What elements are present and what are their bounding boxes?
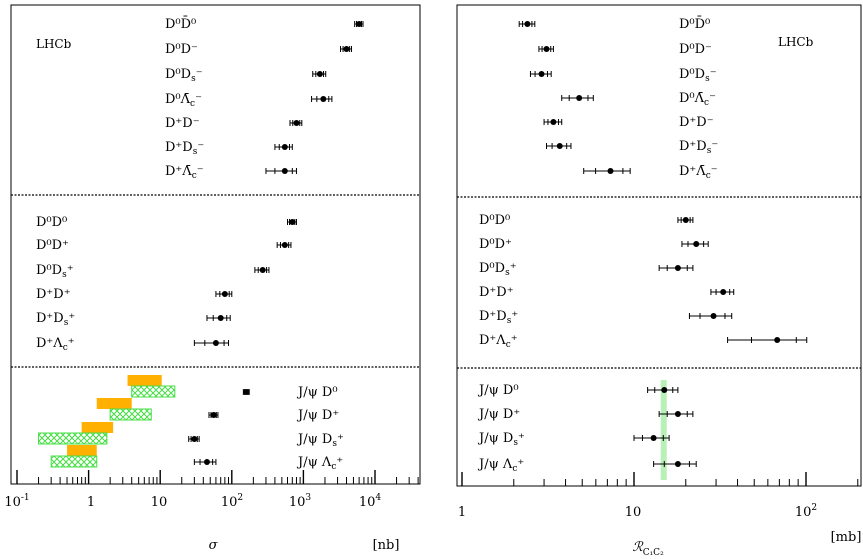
row-label: J/ψ D⁰ xyxy=(296,385,338,400)
prediction-band-green xyxy=(109,408,152,421)
data-point xyxy=(316,71,323,77)
prediction-band-green xyxy=(38,432,108,445)
row-label: D⁺Ds⁻ xyxy=(165,140,204,157)
data-point xyxy=(259,267,266,273)
row-label: J/ψ Λc⁺ xyxy=(477,457,524,474)
data-point xyxy=(550,119,557,125)
row-label: J/ψ D⁰ xyxy=(477,383,519,398)
row-label: J/ψ Ds⁺ xyxy=(477,431,525,448)
data-point xyxy=(538,71,545,77)
data-point xyxy=(212,340,219,346)
row-label: D⁰D⁻ xyxy=(165,42,198,57)
row-label: D⁰Λ̄c⁻ xyxy=(679,91,716,108)
right-panel: LHCb D⁰D̄⁰ D⁰D⁻ D⁰Ds⁻ D⁰Λ̄c⁻ D⁺D⁻ D⁺Ds⁻ D⁺Λ̄c⁻ D… xyxy=(456,4,862,558)
tick-label: 104 xyxy=(359,493,382,510)
row-label: D⁰D̄⁰ xyxy=(165,16,196,32)
row-label: D⁰D⁰ xyxy=(479,213,510,228)
data-point xyxy=(191,436,198,442)
row-label: J/ψ D⁺ xyxy=(296,408,339,423)
row-label: J/ψ Ds⁺ xyxy=(296,432,344,449)
data-point xyxy=(281,242,288,248)
row-label: J/ψ D⁺ xyxy=(477,407,520,422)
data-point xyxy=(576,95,583,101)
tick-label: 10 xyxy=(151,495,168,510)
data-point xyxy=(243,389,250,395)
x-axis-label: σ xyxy=(209,538,219,553)
data-point xyxy=(682,217,689,223)
row-label: D⁺Ds⁺ xyxy=(479,309,518,326)
data-point xyxy=(693,241,700,247)
row-label: D⁰D⁺ xyxy=(479,237,512,252)
row-label: D⁺Ds⁻ xyxy=(679,139,718,156)
data-point xyxy=(356,21,363,27)
tick-label: 1 xyxy=(458,505,466,520)
data-point xyxy=(210,412,217,418)
data-point xyxy=(720,289,727,295)
row-label: D⁰Ds⁺ xyxy=(36,263,74,280)
row-label: D⁰D⁺ xyxy=(36,238,69,253)
data-point xyxy=(674,265,681,271)
data-point xyxy=(281,168,288,174)
data-point xyxy=(217,315,224,321)
row-label: D⁰Ds⁻ xyxy=(679,67,717,84)
x-axis-unit: [nb] xyxy=(373,538,400,553)
lhcb-label: LHCb xyxy=(36,37,72,51)
plot-frame xyxy=(10,4,421,485)
shared-band xyxy=(660,380,667,480)
row-label: D⁺D⁻ xyxy=(679,115,714,130)
row-label: D⁺D⁺ xyxy=(479,285,514,300)
data-point xyxy=(543,46,550,52)
row-label: D⁰D⁰ xyxy=(36,215,67,230)
data-point xyxy=(607,168,614,174)
plot-frame xyxy=(456,4,862,487)
tick-label: 1 xyxy=(87,495,95,510)
data-point xyxy=(661,387,668,393)
tick-label: 10-1 xyxy=(4,493,29,510)
data-point xyxy=(774,337,781,343)
data-point xyxy=(650,435,657,441)
data-point xyxy=(320,96,327,102)
row-label: D⁺Λc⁺ xyxy=(479,333,518,350)
data-point xyxy=(221,291,228,297)
row-label: D⁰D⁻ xyxy=(679,42,712,57)
prediction-band-green xyxy=(50,455,98,468)
tick-label: 103 xyxy=(289,493,312,510)
tick-label: 102 xyxy=(221,493,243,510)
data-point xyxy=(203,459,210,465)
row-label: D⁺Λc⁺ xyxy=(36,336,75,353)
prediction-band-orange xyxy=(81,422,114,433)
row-label: D⁰D̄⁰ xyxy=(679,16,710,32)
row-label: D⁰Ds⁺ xyxy=(479,261,517,278)
row-label: J/ψ Λc⁺ xyxy=(296,455,343,472)
lhcb-label: LHCb xyxy=(778,35,814,49)
data-point xyxy=(343,46,350,52)
row-label: D⁺Λ̄c⁻ xyxy=(165,164,204,181)
data-point xyxy=(674,411,681,417)
data-point xyxy=(674,461,681,467)
data-point xyxy=(289,219,296,225)
left-panel: LHCb D⁰D̄⁰ D⁰D⁻ D⁰Ds⁻ D⁰Λ̄c⁻ D⁺D⁻ D⁺Ds⁻ D⁺Λ̄c⁻ D… xyxy=(4,4,421,553)
row-label: D⁺D⁺ xyxy=(36,287,71,302)
tick-label: 102 xyxy=(795,503,817,520)
data-point xyxy=(556,143,563,149)
x-axis-unit: [mb] xyxy=(831,530,862,545)
row-label: D⁰Ds⁻ xyxy=(165,67,203,84)
tick-label: 10 xyxy=(625,505,642,520)
prediction-band-green xyxy=(131,385,176,398)
prediction-band-orange xyxy=(127,375,162,386)
x-axis-label: ℛC₁C₂ xyxy=(632,540,664,558)
row-label: D⁺D⁻ xyxy=(165,116,200,131)
data-point xyxy=(710,313,717,319)
data-point xyxy=(293,120,300,126)
row-label: D⁺Ds⁺ xyxy=(36,311,75,328)
row-label: D⁺Λ̄c⁻ xyxy=(679,164,718,181)
row-label: D⁰Λ̄c⁻ xyxy=(165,92,202,109)
prediction-band-orange xyxy=(67,445,97,456)
data-point xyxy=(281,144,288,150)
prediction-band-orange xyxy=(96,398,132,409)
data-point xyxy=(524,21,531,27)
